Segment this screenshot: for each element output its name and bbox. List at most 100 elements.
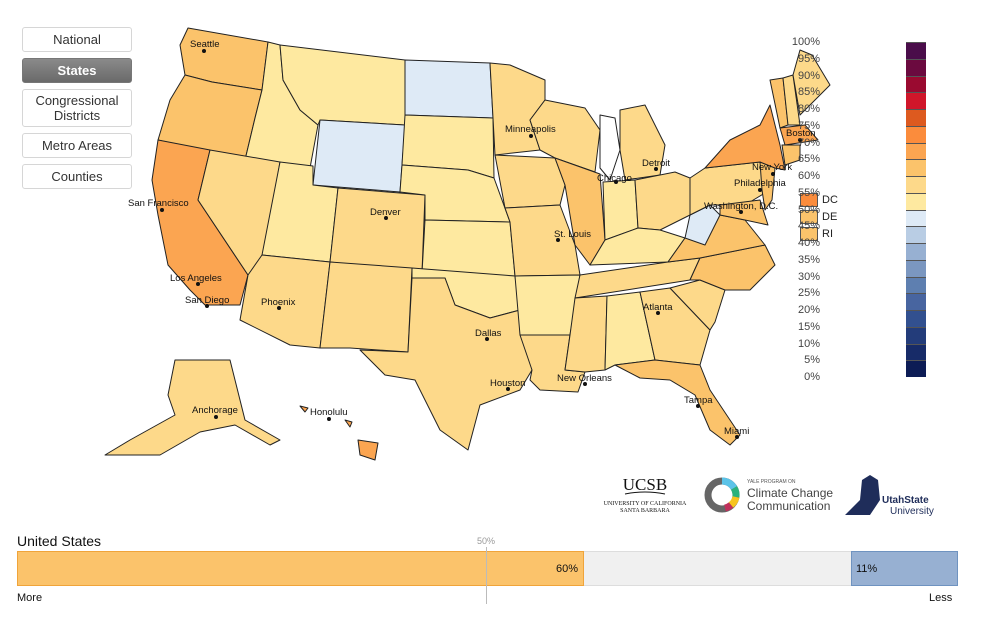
state-maine[interactable] — [792, 49, 831, 116]
legend-swatch — [906, 176, 926, 193]
legend-label: 100% — [791, 36, 820, 48]
small-states-legend: DC DE RI — [800, 193, 838, 244]
legend-label: 10% — [797, 337, 820, 350]
svg-text:University: University — [890, 506, 934, 517]
legend-label: 55% — [797, 186, 820, 199]
state-kansas[interactable] — [421, 219, 516, 277]
less-value: 11% — [856, 563, 878, 575]
legend-swatch — [906, 125, 926, 143]
legend-swatch — [906, 92, 926, 109]
svg-text:New Orleans: New Orleans — [557, 373, 612, 384]
summary-bar-title: United States — [17, 533, 102, 549]
svg-text:Dallas: Dallas — [475, 328, 502, 339]
legend-label: 45% — [797, 220, 820, 233]
svg-text:SANTA BARBARA: SANTA BARBARA — [620, 508, 670, 514]
geography-level-nav: National States Congressional Districts … — [22, 27, 132, 195]
state-connecticut[interactable] — [781, 144, 801, 166]
svg-text:Anchorage: Anchorage — [192, 405, 238, 416]
state-maryland[interactable] — [719, 199, 769, 226]
nav-button-national[interactable]: National — [22, 27, 132, 52]
svg-text:Communication: Communication — [747, 499, 830, 513]
city-markers — [160, 49, 802, 439]
svg-text:Detroit: Detroit — [642, 158, 670, 169]
us-states-map: Seattle San Francisco Los Angeles San Di… — [104, 27, 831, 461]
state-massachusetts[interactable] — [779, 124, 819, 146]
small-state-ri[interactable]: RI — [800, 227, 838, 241]
svg-text:UtahState: UtahState — [882, 495, 929, 506]
ucsb-logo: UCSB UNIVERSITY OF CALIFORNIA SANTA BARB… — [604, 475, 687, 514]
svg-text:Honolulu: Honolulu — [310, 407, 348, 418]
svg-text:Washington, D.C.: Washington, D.C. — [704, 201, 778, 212]
state-hawaii[interactable] — [299, 405, 379, 461]
legend-label: 15% — [797, 320, 820, 333]
state-arkansas[interactable] — [514, 274, 581, 336]
state-new-york[interactable] — [704, 104, 786, 171]
less-segment[interactable]: 11% — [851, 551, 958, 586]
legend-label: 85% — [797, 86, 820, 99]
state-new-hampshire[interactable] — [782, 74, 801, 126]
legend-label: 75% — [797, 119, 820, 132]
nav-button-congressional-districts[interactable]: Congressional Districts — [22, 89, 132, 127]
legend-swatch — [906, 326, 926, 344]
less-label: Less — [929, 592, 953, 604]
legend-swatch — [906, 192, 926, 210]
state-iowa[interactable] — [494, 154, 566, 209]
small-state-dc[interactable]: DC — [800, 193, 838, 207]
state-florida[interactable] — [614, 359, 741, 446]
small-state-de[interactable]: DE — [800, 210, 838, 224]
state-alaska[interactable] — [104, 359, 281, 456]
legend-label: 35% — [797, 253, 820, 266]
legend-swatch — [906, 310, 926, 327]
svg-text:Philadelphia: Philadelphia — [734, 178, 786, 189]
small-state-label: DC — [822, 194, 838, 206]
state-new-mexico[interactable] — [319, 261, 413, 353]
state-colorado[interactable] — [329, 187, 426, 274]
color-swatch — [800, 227, 818, 241]
svg-text:Chicago: Chicago — [597, 173, 632, 184]
state-wisconsin[interactable] — [529, 99, 601, 173]
legend-swatch — [906, 42, 926, 59]
state-texas[interactable] — [359, 277, 533, 451]
legend-label: 90% — [797, 69, 820, 82]
more-label: More — [17, 592, 43, 604]
legend-swatch — [906, 243, 926, 260]
legend-label: 65% — [797, 153, 820, 166]
lake-michigan — [599, 114, 621, 181]
legend-label: 5% — [804, 354, 820, 367]
more-value: 60% — [555, 563, 578, 575]
midpoint-label: 50% — [477, 536, 496, 546]
state-georgia[interactable] — [639, 287, 711, 366]
legend-swatch — [906, 75, 926, 93]
svg-text:UCSB: UCSB — [623, 475, 667, 494]
nav-button-metro-areas[interactable]: Metro Areas — [22, 133, 132, 158]
legend-label: 80% — [797, 103, 820, 115]
svg-text:Seattle: Seattle — [190, 39, 220, 50]
legend-label: 30% — [797, 270, 820, 283]
city-labels: Seattle San Francisco Los Angeles San Di… — [128, 39, 816, 437]
state-ohio[interactable] — [634, 171, 691, 231]
state-north-dakota[interactable] — [404, 59, 494, 119]
svg-text:Tampa: Tampa — [684, 395, 713, 406]
legend-swatch — [906, 360, 926, 377]
svg-text:New York: New York — [752, 162, 792, 173]
svg-text:Climate Change: Climate Change — [747, 486, 833, 500]
svg-text:Houston: Houston — [490, 378, 525, 389]
nav-button-counties[interactable]: Counties — [22, 164, 132, 189]
legend-swatch — [906, 226, 926, 243]
svg-text:Minneapolis: Minneapolis — [505, 124, 556, 135]
nav-button-states[interactable]: States — [22, 58, 132, 83]
state-wyoming[interactable] — [312, 119, 406, 193]
svg-text:Phoenix: Phoenix — [261, 297, 296, 308]
svg-text:UNIVERSITY OF CALIFORNIA: UNIVERSITY OF CALIFORNIA — [604, 501, 687, 507]
legend-swatch — [906, 343, 926, 361]
more-segment[interactable]: 60% — [17, 551, 584, 586]
state-south-carolina[interactable] — [669, 279, 726, 331]
legend-label: 25% — [797, 287, 820, 300]
svg-text:YALE PROGRAM ON: YALE PROGRAM ON — [747, 479, 796, 485]
state-missouri[interactable] — [504, 204, 581, 277]
legend-swatch — [906, 276, 926, 294]
legend-label: 50% — [797, 203, 820, 216]
svg-text:Atlanta: Atlanta — [643, 302, 673, 313]
legend-label: 40% — [797, 237, 820, 249]
svg-text:Denver: Denver — [370, 207, 401, 218]
